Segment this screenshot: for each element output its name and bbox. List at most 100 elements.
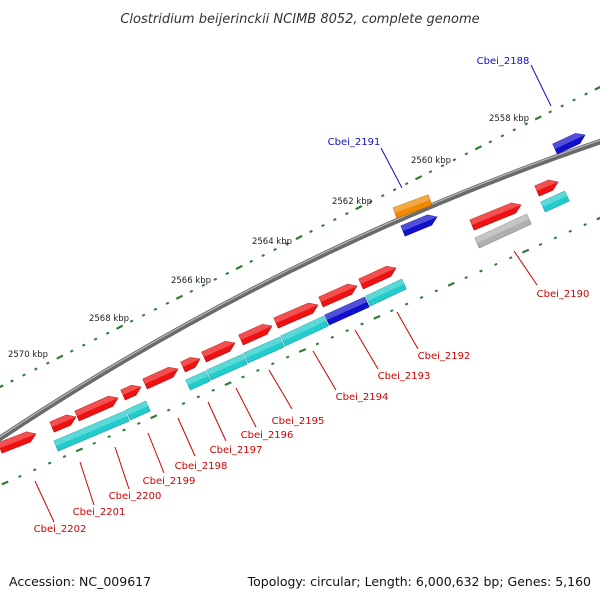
- inner-major-tick: [447, 281, 455, 287]
- gene-label-cbei-2191[interactable]: Cbei_2191: [328, 137, 381, 148]
- gene-feature[interactable]: [120, 384, 142, 401]
- gene-label-cbei-2201[interactable]: Cbei_2201: [73, 507, 126, 518]
- gene-feature[interactable]: [280, 315, 329, 347]
- outer-major-tick: [355, 205, 363, 211]
- gene-feature[interactable]: [206, 353, 248, 381]
- gene-arrow-highlight: [358, 266, 396, 284]
- inner-minor-tick: [360, 322, 364, 326]
- gene-feature[interactable]: [185, 370, 211, 391]
- gene-feature[interactable]: [180, 357, 201, 373]
- gene-label-cbei-2193[interactable]: Cbei_2193: [378, 371, 431, 382]
- outer-major-tick: [295, 234, 303, 241]
- gene-feature[interactable]: [392, 194, 433, 219]
- gene-arrow-highlight: [400, 215, 437, 231]
- outer-minor-tick: [189, 289, 194, 293]
- outer-minor-tick: [440, 164, 445, 168]
- scale-label-2564: 2564 kbp: [252, 237, 292, 247]
- gene-feature[interactable]: [238, 323, 273, 346]
- leader-cbei-2196: [235, 387, 257, 428]
- gene-label-cbei-2202[interactable]: Cbei_2202: [34, 524, 87, 535]
- inner-minor-tick: [18, 474, 22, 478]
- outer-minor-tick: [201, 283, 206, 287]
- gene-feature[interactable]: [552, 133, 586, 155]
- inner-minor-tick: [196, 395, 201, 399]
- gene-feature[interactable]: [49, 414, 77, 433]
- gene-feature[interactable]: [400, 214, 438, 237]
- gene-label-cbei-2199[interactable]: Cbei_2199: [143, 476, 196, 487]
- outer-minor-tick: [309, 229, 313, 234]
- gene-feature[interactable]: [125, 400, 151, 421]
- gene-feature[interactable]: [0, 431, 37, 454]
- gene-label-cbei-2188[interactable]: Cbei_2188: [477, 56, 530, 67]
- inner-minor-tick: [434, 289, 439, 293]
- gene-feature[interactable]: [474, 213, 532, 249]
- inner-minor-tick: [47, 461, 52, 465]
- gene-feature[interactable]: [142, 366, 179, 390]
- leader-cbei-2198: [177, 417, 196, 457]
- gene-label-cbei-2194[interactable]: Cbei_2194: [336, 392, 389, 403]
- inner-major-tick: [298, 348, 307, 353]
- gene-label-cbei-2200[interactable]: Cbei_2200: [109, 491, 162, 502]
- outer-minor-tick: [69, 349, 74, 353]
- gene-feature[interactable]: [318, 283, 358, 308]
- leader-cbei-2202: [34, 480, 55, 523]
- gene-arrow-highlight: [365, 279, 404, 301]
- outer-major-tick: [235, 264, 243, 270]
- outer-minor-tick: [572, 98, 576, 102]
- scale-label-2562: 2562 kbp: [332, 197, 372, 207]
- gene-feature[interactable]: [273, 302, 319, 329]
- gene-label-cbei-2195[interactable]: Cbei_2195: [272, 416, 325, 427]
- outer-minor-tick: [488, 140, 493, 144]
- gene-arrow-highlight: [469, 202, 521, 225]
- outer-minor-tick: [404, 182, 409, 186]
- outer-minor-tick: [34, 367, 38, 371]
- outer-minor-tick: [261, 253, 265, 258]
- outer-scale-ticks: [0, 85, 600, 389]
- outer-minor-tick: [129, 319, 134, 323]
- inner-minor-tick: [419, 295, 424, 300]
- inner-minor-tick: [553, 236, 558, 240]
- leader-cbei-2200: [114, 446, 130, 490]
- gene-feature[interactable]: [358, 265, 397, 290]
- gene-feature[interactable]: [53, 410, 130, 452]
- scale-label-2570: 2570 kbp: [8, 350, 48, 360]
- outer-minor-tick: [81, 343, 86, 347]
- gene-feature[interactable]: [324, 296, 370, 326]
- outer-major-tick: [594, 85, 600, 91]
- gene-arrow-highlight: [185, 371, 208, 385]
- inner-minor-tick: [137, 421, 141, 425]
- outer-minor-tick: [213, 277, 218, 281]
- gene-label-cbei-2197[interactable]: Cbei_2197: [210, 445, 263, 456]
- gene-arrow-highlight: [474, 214, 529, 243]
- inner-minor-tick: [256, 368, 260, 372]
- gene-arrow-highlight: [125, 401, 148, 415]
- outer-minor-tick: [392, 188, 397, 192]
- gene-label-cbei-2190[interactable]: Cbei_2190: [537, 289, 590, 300]
- accession-text: Accession: NC_009617: [9, 574, 151, 589]
- inner-major-tick: [1, 480, 9, 486]
- gene-feature[interactable]: [74, 395, 119, 422]
- gene-arrow-highlight: [534, 180, 558, 191]
- gene-feature[interactable]: [534, 179, 559, 197]
- inner-minor-tick: [583, 223, 587, 227]
- inner-minor-tick: [107, 435, 111, 439]
- leader-cbei-2197: [207, 401, 227, 442]
- gene-label-cbei-2196[interactable]: Cbei_2196: [241, 430, 294, 441]
- gene-label-cbei-2198[interactable]: Cbei_2198: [175, 461, 228, 472]
- gene-feature[interactable]: [469, 202, 522, 231]
- inner-minor-tick: [166, 408, 171, 412]
- inner-minor-tick: [270, 362, 275, 366]
- gene-feature[interactable]: [201, 340, 236, 363]
- outer-minor-tick: [560, 104, 564, 108]
- gene-arrow-highlight: [53, 410, 127, 446]
- gene-feature[interactable]: [365, 278, 407, 307]
- gene-label-cbei-2192[interactable]: Cbei_2192: [418, 351, 471, 362]
- gene-feature[interactable]: [243, 336, 285, 364]
- inner-minor-tick: [122, 428, 126, 432]
- inner-minor-tick: [32, 468, 37, 472]
- gene-feature[interactable]: [540, 190, 570, 213]
- gene-arrow-highlight: [280, 316, 326, 341]
- gene-arrow-highlight: [0, 431, 36, 448]
- inner-minor-tick: [181, 401, 186, 406]
- outer-minor-tick: [524, 122, 529, 126]
